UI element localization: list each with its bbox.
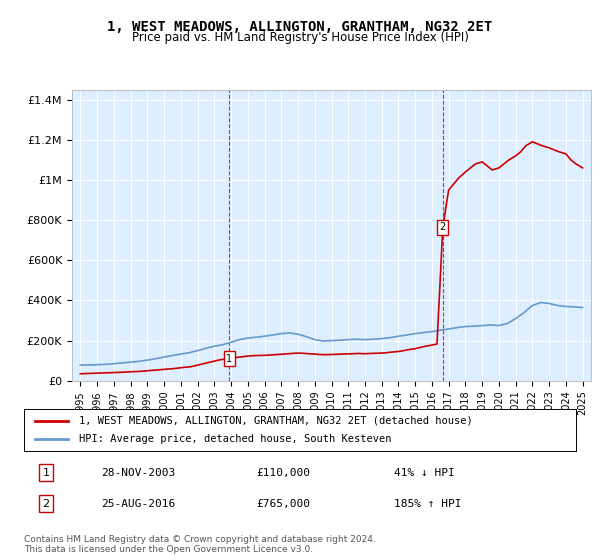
Text: 1, WEST MEADOWS, ALLINGTON, GRANTHAM, NG32 2ET (detached house): 1, WEST MEADOWS, ALLINGTON, GRANTHAM, NG… — [79, 416, 473, 426]
Text: 1: 1 — [43, 468, 50, 478]
Text: £765,000: £765,000 — [256, 498, 310, 508]
Text: 41% ↓ HPI: 41% ↓ HPI — [394, 468, 455, 478]
Text: 28-NOV-2003: 28-NOV-2003 — [101, 468, 176, 478]
Text: HPI: Average price, detached house, South Kesteven: HPI: Average price, detached house, Sout… — [79, 434, 392, 444]
Text: Price paid vs. HM Land Registry's House Price Index (HPI): Price paid vs. HM Land Registry's House … — [131, 31, 469, 44]
Text: Contains HM Land Registry data © Crown copyright and database right 2024.
This d: Contains HM Land Registry data © Crown c… — [24, 535, 376, 554]
Text: 2: 2 — [440, 222, 446, 232]
Text: £110,000: £110,000 — [256, 468, 310, 478]
Text: 1, WEST MEADOWS, ALLINGTON, GRANTHAM, NG32 2ET: 1, WEST MEADOWS, ALLINGTON, GRANTHAM, NG… — [107, 20, 493, 34]
Text: 2: 2 — [43, 498, 50, 508]
Text: 185% ↑ HPI: 185% ↑ HPI — [394, 498, 461, 508]
Text: 25-AUG-2016: 25-AUG-2016 — [101, 498, 176, 508]
Text: 1: 1 — [226, 354, 232, 363]
